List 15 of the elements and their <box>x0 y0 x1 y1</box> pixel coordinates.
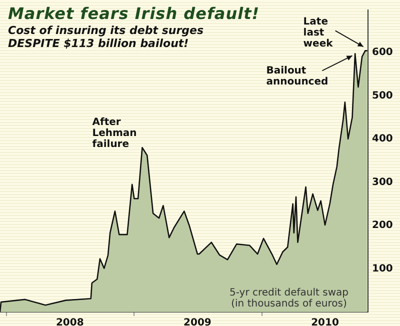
chart-title: Market fears Irish default! <box>8 4 260 23</box>
x-tick-label: 2010 <box>311 318 339 326</box>
y-tick-label: 400 <box>372 134 393 145</box>
annotation: After Lehman failure <box>92 117 137 150</box>
annotation: 5-yr credit default swap (in thousands of euros) <box>230 288 348 310</box>
text: Cost of insuring its debt surges DESPITE $113 billion bailout! <box>8 24 204 50</box>
x-tick-label: 2008 <box>56 318 84 326</box>
y-tick-label: 200 <box>372 220 393 232</box>
annotation: Late last week <box>303 16 334 50</box>
y-tick-label: 300 <box>372 176 393 188</box>
x-tick-label: 2009 <box>184 318 212 326</box>
y-tick-label: 600 <box>372 46 393 58</box>
y-tick-label: 100 <box>372 263 393 274</box>
y-tick-label: 500 <box>372 90 393 102</box>
annotation: Bailout announced <box>266 65 328 88</box>
